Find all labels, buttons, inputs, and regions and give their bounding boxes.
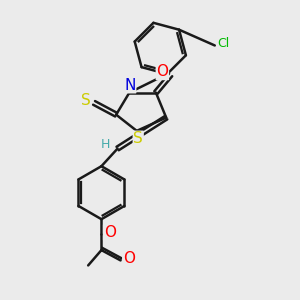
Text: H: H: [101, 139, 110, 152]
Text: O: O: [123, 251, 135, 266]
Text: S: S: [81, 93, 91, 108]
Text: N: N: [124, 78, 136, 93]
Text: Cl: Cl: [218, 37, 230, 50]
Text: O: O: [104, 225, 116, 240]
Text: S: S: [133, 131, 143, 146]
Text: O: O: [156, 64, 168, 80]
